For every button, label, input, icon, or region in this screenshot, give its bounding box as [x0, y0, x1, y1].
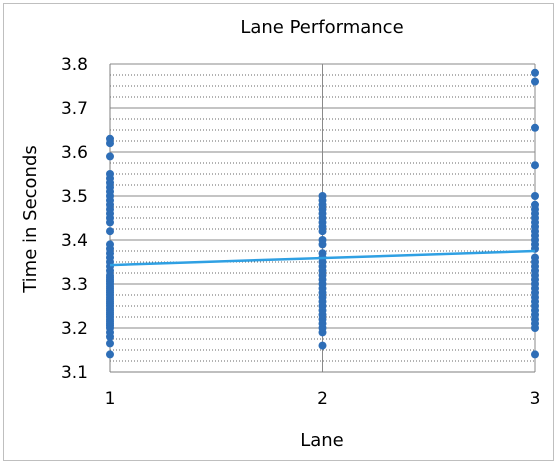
- data-point: [531, 77, 539, 86]
- y-tick-label: 3.3: [61, 275, 88, 295]
- data-point: [106, 227, 114, 236]
- y-tick-label: 3.1: [61, 363, 88, 383]
- y-tick-label: 3.4: [61, 231, 88, 251]
- y-axis-label: Time in Seconds: [20, 145, 41, 294]
- data-point: [531, 350, 539, 359]
- data-point: [106, 339, 114, 348]
- data-point: [318, 236, 327, 244]
- data-points: [106, 68, 539, 359]
- data-point: [531, 253, 539, 262]
- tick-labels: 3.1 3.2 3.3 3.4 3.5 3.6 3.7 3.8 1 2 3: [61, 55, 540, 409]
- y-tick-label: 3.5: [61, 187, 88, 207]
- x-tick-label: 2: [317, 389, 328, 409]
- data-point: [106, 134, 114, 143]
- data-point: [106, 350, 114, 359]
- chart-title: Lane Performance: [240, 17, 403, 38]
- data-point: [531, 200, 539, 209]
- y-tick-label: 3.7: [61, 99, 88, 119]
- data-point: [106, 152, 114, 161]
- trendline: [109, 249, 536, 267]
- trendline-layer: [109, 249, 536, 267]
- y-tick-label: 3.2: [61, 319, 88, 339]
- data-point: [106, 170, 114, 178]
- chart-border: [3, 3, 554, 461]
- data-point: [318, 341, 327, 350]
- x-tick-label: 1: [105, 389, 116, 409]
- x-axis-label: Lane: [300, 430, 344, 451]
- y-tick-label: 3.8: [61, 55, 88, 75]
- y-tick-label: 3.6: [61, 143, 88, 163]
- data-point: [318, 192, 327, 200]
- data-point: [106, 240, 114, 249]
- data-point: [531, 161, 539, 170]
- data-point: [318, 249, 327, 258]
- data-point: [531, 123, 539, 132]
- x-tick-label: 3: [530, 389, 541, 409]
- data-point: [531, 68, 539, 77]
- data-point: [531, 192, 539, 200]
